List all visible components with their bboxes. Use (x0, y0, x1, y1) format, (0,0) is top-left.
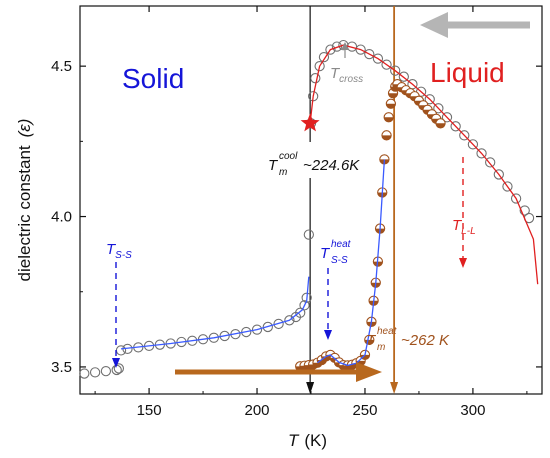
cooling-point (485, 157, 496, 168)
cooling-point (510, 193, 522, 204)
fit-line-red (309, 44, 539, 285)
cooling-point (89, 367, 101, 378)
svg-text:m: m (377, 342, 385, 353)
cooling-point (433, 103, 444, 114)
cooling-direction-arrow (420, 12, 530, 38)
cooling-point (331, 41, 343, 52)
x-tick-label: 200 (245, 402, 270, 419)
solid-region-label: Solid (122, 63, 184, 94)
cooling-point (390, 65, 401, 76)
svg-text:cool: cool (279, 151, 298, 162)
svg-text:m: m (279, 167, 287, 178)
heating-point-fill (360, 354, 370, 360)
tcross-arrow (341, 42, 349, 58)
vertical-marker-lines (306, 6, 399, 394)
cooling-point (295, 307, 306, 318)
liquid-region-label: Liquid (430, 57, 505, 88)
melting-star-marker (300, 113, 320, 132)
y-tick-label: 4.5 (51, 58, 72, 75)
svg-text:S-S: S-S (331, 255, 348, 266)
y-axis-title: dielectric constant(ε) (15, 119, 34, 282)
cooling-point (398, 71, 409, 82)
cooling-point (301, 292, 312, 303)
vline-arrowhead-black (306, 382, 315, 394)
heating-point-fill (384, 117, 394, 122)
tm-heat-label: T heat m ~262 K (366, 326, 450, 353)
cooling-point (502, 181, 513, 192)
cooling-point (519, 205, 530, 216)
cooling-point (113, 363, 125, 374)
svg-text:T: T (320, 245, 331, 262)
tss-left-arrow (112, 262, 120, 368)
heating-point-fill (381, 135, 392, 140)
x-tick-label: 150 (137, 402, 162, 419)
tm-cool-label: T cool m ~224.6K (264, 142, 376, 178)
data-markers (79, 39, 539, 379)
axis-ticks: 150 200 250 300 3.5 4.0 4.5 (51, 6, 542, 419)
cooling-point (314, 61, 325, 72)
vline-arrowhead-brown (390, 382, 399, 394)
cooling-point (364, 48, 375, 60)
x-tick-label: 250 (352, 402, 377, 419)
x-axis-title: T (K) (288, 431, 327, 450)
cooling-point (273, 318, 284, 330)
cooling-point (372, 53, 384, 64)
cooling-point (450, 121, 461, 132)
x-tick-label: 300 (460, 402, 485, 419)
cooling-point (325, 44, 336, 55)
y-tick-label: 3.5 (51, 359, 72, 376)
y-tick-label: 4.0 (51, 209, 72, 226)
cooling-point (467, 139, 479, 150)
cooling-point (208, 332, 220, 343)
tss-heat-arrow (324, 268, 332, 340)
svg-text:T: T (268, 157, 279, 174)
cooling-point (251, 324, 263, 335)
svg-text:~262 K: ~262 K (401, 332, 450, 349)
svg-text:T: T (366, 332, 377, 349)
cooling-point (100, 365, 112, 377)
tll-arrow (459, 157, 467, 268)
cooling-point (318, 51, 330, 63)
svg-text:heat: heat (377, 326, 398, 337)
cooling-point (441, 112, 453, 123)
cooling-point (424, 94, 435, 105)
svg-text:heat: heat (331, 239, 352, 250)
heating-direction-arrow (175, 362, 382, 382)
cooling-point (310, 73, 321, 84)
heating-point-fill (435, 123, 446, 128)
cooling-point (262, 321, 273, 333)
cooling-point (79, 368, 90, 379)
cooling-point (219, 330, 230, 342)
svg-text:~224.6K: ~224.6K (303, 157, 360, 174)
cooling-point (355, 44, 366, 55)
cooling-point (115, 345, 127, 356)
cooling-point (476, 148, 487, 159)
tll-label: TL-L (452, 217, 476, 237)
cooling-point (381, 59, 392, 70)
heating-point-fill (386, 103, 396, 109)
tss-left-label: TS-S (106, 241, 132, 261)
cooling-point (459, 130, 470, 141)
tcross-label: Tcross (330, 65, 363, 85)
cooling-point (303, 229, 314, 240)
tss-heat-label: T heat S-S (320, 239, 352, 266)
cooling-point (493, 169, 504, 180)
heating-point-fill (388, 93, 398, 98)
fit-line-blue-low (120, 276, 310, 350)
cooling-point (299, 300, 310, 311)
cooling-point (284, 315, 295, 326)
